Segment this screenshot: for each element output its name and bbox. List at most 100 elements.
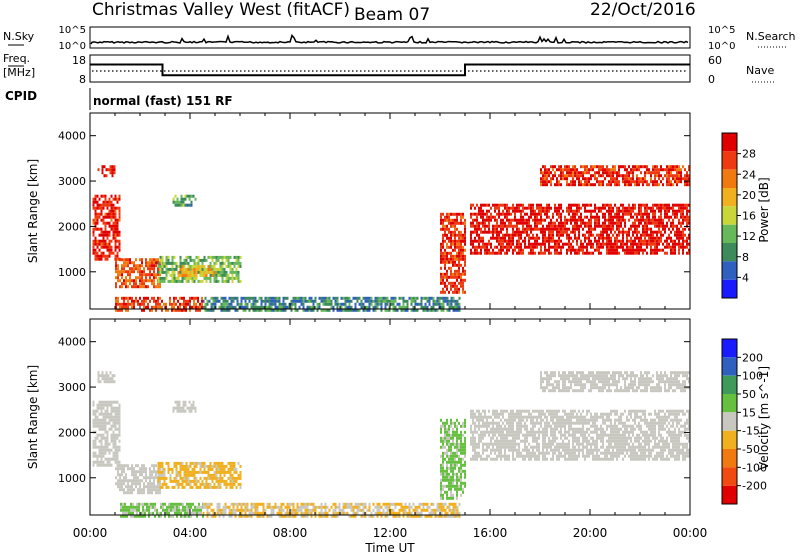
echo-cell <box>602 171 604 174</box>
echo-cell <box>403 303 405 306</box>
echo-cell <box>604 207 606 210</box>
echo-cell <box>456 491 458 494</box>
echo-cell <box>592 174 594 177</box>
echo-cell <box>427 509 429 512</box>
echo-cell <box>133 261 135 264</box>
echo-cell <box>476 240 478 243</box>
echo-cell <box>448 282 450 285</box>
echo-cell <box>166 483 168 486</box>
echo-cell <box>175 195 177 198</box>
echo-cell <box>544 228 546 231</box>
echo-cell <box>476 249 478 252</box>
echo-cell <box>214 271 216 274</box>
echo-cell <box>664 252 666 255</box>
echo-cell <box>109 401 111 404</box>
echo-cell <box>113 228 115 231</box>
echo-cell <box>210 474 212 477</box>
echo-cell <box>572 240 574 243</box>
echo-cell <box>111 219 113 222</box>
echo-cell <box>135 482 137 485</box>
echo-cell <box>524 240 526 243</box>
echo-cell <box>99 428 101 431</box>
echo-cell <box>672 225 674 228</box>
echo-cell <box>161 306 163 309</box>
echo-cell <box>580 165 582 168</box>
echo-cell <box>413 509 415 512</box>
echo-cell <box>156 512 158 515</box>
echo-cell <box>610 249 612 252</box>
echo-cell <box>612 228 614 231</box>
echo-cell <box>478 246 480 249</box>
echo-cell <box>608 222 610 225</box>
echo-cell <box>236 480 238 483</box>
echo-cell <box>682 252 684 255</box>
echo-cell <box>357 509 359 512</box>
echo-cell <box>183 198 185 201</box>
echo-cell <box>460 470 462 473</box>
echo-cell <box>560 165 562 168</box>
echo-cell <box>460 234 462 237</box>
echo-cell <box>403 306 405 309</box>
echo-cell <box>454 276 456 279</box>
echo-cell <box>101 231 103 234</box>
echo-cell <box>221 297 223 300</box>
echo-cell <box>247 503 249 506</box>
echo-cell <box>162 509 164 512</box>
echo-cell <box>442 243 444 246</box>
echo-cell <box>217 297 219 300</box>
echo-cell <box>532 252 534 255</box>
echo-cell <box>608 237 610 240</box>
echo-cell <box>640 171 642 174</box>
echo-cell <box>122 509 124 512</box>
echo-cell <box>558 240 560 243</box>
echo-cell <box>188 480 190 483</box>
echo-cell <box>210 265 212 268</box>
echo-cell <box>620 216 622 219</box>
echo-cell <box>604 237 606 240</box>
echo-cell <box>452 494 454 497</box>
echo-cell <box>236 268 238 271</box>
echo-cell <box>686 207 688 210</box>
echo-cell <box>498 237 500 240</box>
echo-cell <box>636 237 638 240</box>
echo-cell <box>620 210 622 213</box>
echo-cell <box>113 231 115 234</box>
echo-cell <box>456 431 458 434</box>
echo-cell <box>117 222 119 225</box>
echo-cell <box>162 259 164 262</box>
echo-cell <box>206 486 208 489</box>
echo-cell <box>502 225 504 228</box>
echo-cell <box>293 503 295 506</box>
echo-cell <box>616 246 618 249</box>
echo-cell <box>228 468 230 471</box>
echo-cell <box>109 404 111 407</box>
echo-cell <box>238 483 240 486</box>
echo-cell <box>204 277 206 280</box>
echo-cell <box>562 174 564 177</box>
echo-cell <box>247 506 249 509</box>
echo-cell <box>119 404 121 407</box>
echo-cell <box>238 477 240 480</box>
echo-cell <box>121 297 123 300</box>
echo-cell <box>600 168 602 171</box>
echo-cell <box>622 210 624 213</box>
echo-cell <box>440 219 442 222</box>
echo-cell <box>249 300 251 303</box>
freq-tick-bottom: 8 <box>79 73 86 86</box>
echo-cell <box>411 297 413 300</box>
echo-cell <box>656 234 658 237</box>
echo-cell <box>678 174 680 177</box>
echo-cell <box>97 461 99 464</box>
echo-cell <box>592 228 594 231</box>
echo-cell <box>157 306 159 309</box>
echo-cell <box>441 297 443 300</box>
echo-cell <box>143 285 145 288</box>
echo-cell <box>297 512 299 515</box>
echo-cell <box>117 401 119 404</box>
echo-cell <box>198 262 200 265</box>
echo-cell <box>431 297 433 300</box>
echo-cell <box>460 452 462 455</box>
echo-cell <box>448 455 450 458</box>
echo-cell <box>660 222 662 225</box>
echo-cell <box>506 225 508 228</box>
